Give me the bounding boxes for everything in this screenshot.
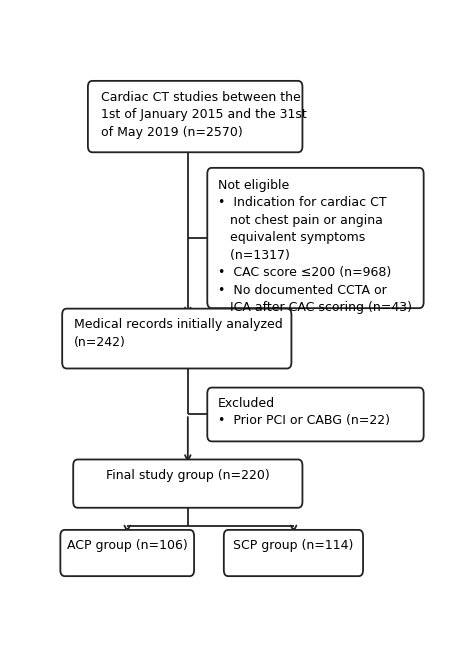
Text: Cardiac CT studies between the
1st of January 2015 and the 31st
of May 2019 (n=2: Cardiac CT studies between the 1st of Ja… bbox=[101, 91, 307, 139]
Text: ACP group (n=106): ACP group (n=106) bbox=[67, 539, 188, 552]
FancyBboxPatch shape bbox=[207, 388, 424, 441]
FancyBboxPatch shape bbox=[207, 168, 424, 308]
FancyBboxPatch shape bbox=[62, 309, 292, 368]
Text: Final study group (n=220): Final study group (n=220) bbox=[106, 469, 270, 482]
Text: Not eligible
•  Indication for cardiac CT
   not chest pain or angina
   equival: Not eligible • Indication for cardiac CT… bbox=[218, 179, 412, 315]
FancyBboxPatch shape bbox=[60, 530, 194, 576]
FancyBboxPatch shape bbox=[73, 460, 302, 508]
Text: SCP group (n=114): SCP group (n=114) bbox=[233, 539, 354, 552]
Text: Excluded
•  Prior PCI or CABG (n=22): Excluded • Prior PCI or CABG (n=22) bbox=[218, 396, 390, 427]
FancyBboxPatch shape bbox=[88, 81, 302, 152]
FancyBboxPatch shape bbox=[224, 530, 363, 576]
Text: Medical records initially analyzed
(n=242): Medical records initially analyzed (n=24… bbox=[74, 318, 283, 349]
